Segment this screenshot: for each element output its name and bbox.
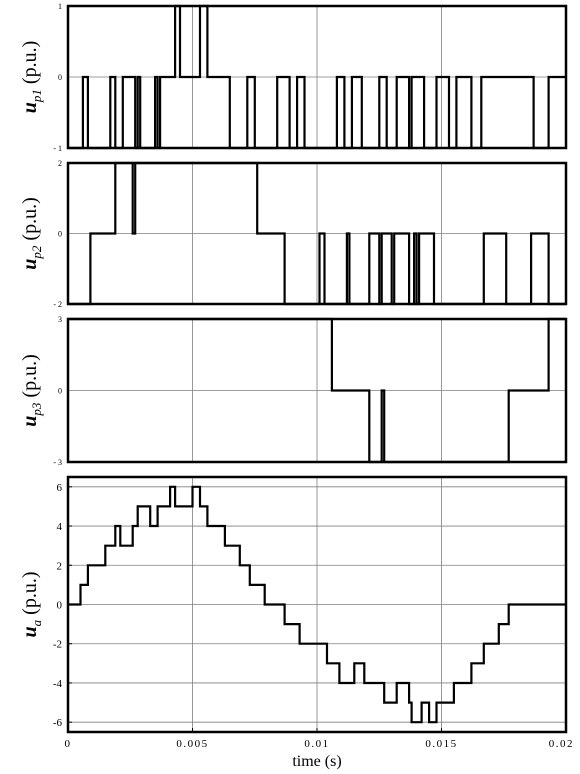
series-line <box>68 317 566 464</box>
panel-2: - 2 0 2 up2 (p.u.) <box>19 159 568 309</box>
y-tick-label: 0 <box>58 387 62 396</box>
x-tick-label: 0.02 <box>549 738 574 750</box>
y-tick-label: 6 <box>57 482 63 494</box>
y-tick-label: -6 <box>53 717 63 729</box>
y-axis-label: up2 (p.u.) <box>19 197 44 269</box>
series-line <box>68 485 566 724</box>
y-axis-label: ua (p.u.) <box>19 572 44 638</box>
y-tick-label: 2 <box>57 560 63 572</box>
y-tick-label: 0 <box>58 73 62 82</box>
y-tick-label: -2 <box>53 639 62 651</box>
y-axis-label: up3 (p.u.) <box>19 354 44 426</box>
plot-frame <box>66 4 568 150</box>
y-tick-label: 0 <box>57 600 63 612</box>
y-tick-label: - 3 <box>53 458 62 467</box>
x-tick-label: 0.01 <box>304 738 329 750</box>
y-tick-label: - 2 <box>53 300 62 309</box>
x-tick-label: 0 <box>65 738 72 750</box>
x-tick-label: 0.005 <box>176 738 208 750</box>
y-tick-label: 0 <box>58 230 62 239</box>
panel-1: - 1 0 1 up1 (p.u.) <box>19 2 568 153</box>
x-tick-label: 0.015 <box>425 738 457 750</box>
y-tick-label: 4 <box>57 521 63 533</box>
y-tick-label: -4 <box>53 678 63 690</box>
y-tick-label: 1 <box>58 2 62 11</box>
panel-3: - 3 0 3 up3 (p.u.) <box>19 315 568 467</box>
y-tick-label: 3 <box>58 315 62 324</box>
plot-frame <box>66 161 568 306</box>
series-line <box>68 4 566 150</box>
panel-4: -6 -4 -2 0 2 4 6 ua (p.u.) 0 0.005 0.01 0.015 0.02 ti… <box>19 475 574 770</box>
plot-frame <box>66 317 568 464</box>
y-tick-label: - 1 <box>53 144 62 153</box>
y-tick-label: 2 <box>58 159 62 168</box>
x-axis-label: time (s) <box>292 753 341 770</box>
y-axis-label: up1 (p.u.) <box>19 41 44 113</box>
